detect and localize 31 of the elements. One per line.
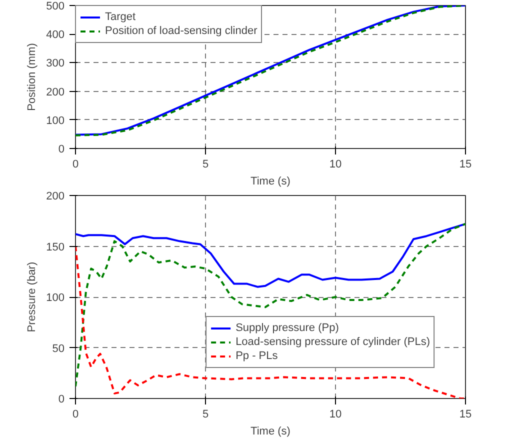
legend-label: Pp - PLs: [236, 349, 278, 363]
y-tick-label: 0: [58, 394, 65, 406]
y-tick-label: 50: [52, 342, 65, 355]
y-tick-label: 200: [46, 190, 65, 202]
x-axis-title: Time (s): [250, 176, 290, 188]
y-axis-title: Position (mm): [26, 43, 38, 111]
legend-label: Target: [105, 10, 136, 24]
x-tick-label: 5: [202, 158, 209, 170]
line-series: [76, 222, 466, 288]
y-tick-label: 100: [46, 114, 65, 127]
x-tick-label: 0: [72, 408, 79, 420]
line-series: [76, 222, 466, 388]
x-tick-label: 0: [72, 158, 79, 170]
y-tick-label: 500: [46, 0, 65, 12]
y-tick-label: 200: [46, 86, 65, 98]
y-tick-label: 400: [46, 29, 65, 42]
legend-label: Load-sensing pressure of cylinder (PLs): [236, 335, 430, 349]
y-axis-title: Pressure (bar): [26, 262, 38, 332]
x-tick-label: 10: [329, 158, 342, 170]
y-tick-label: 0: [58, 144, 65, 156]
x-tick-label: 15: [459, 408, 472, 420]
x-tick-label: 15: [459, 158, 472, 170]
y-tick-label: 100: [46, 292, 65, 304]
y-tick-label: 150: [46, 241, 65, 254]
x-tick-label: 5: [202, 408, 209, 420]
legend-label: Position of load-sensing clinder: [105, 24, 258, 38]
x-axis-title: Time (s): [250, 426, 290, 438]
line-series: [76, 245, 466, 398]
x-tick-label: 10: [329, 408, 342, 420]
y-tick-label: 300: [46, 58, 65, 70]
legend-label: Supply pressure (Pp): [236, 321, 339, 335]
